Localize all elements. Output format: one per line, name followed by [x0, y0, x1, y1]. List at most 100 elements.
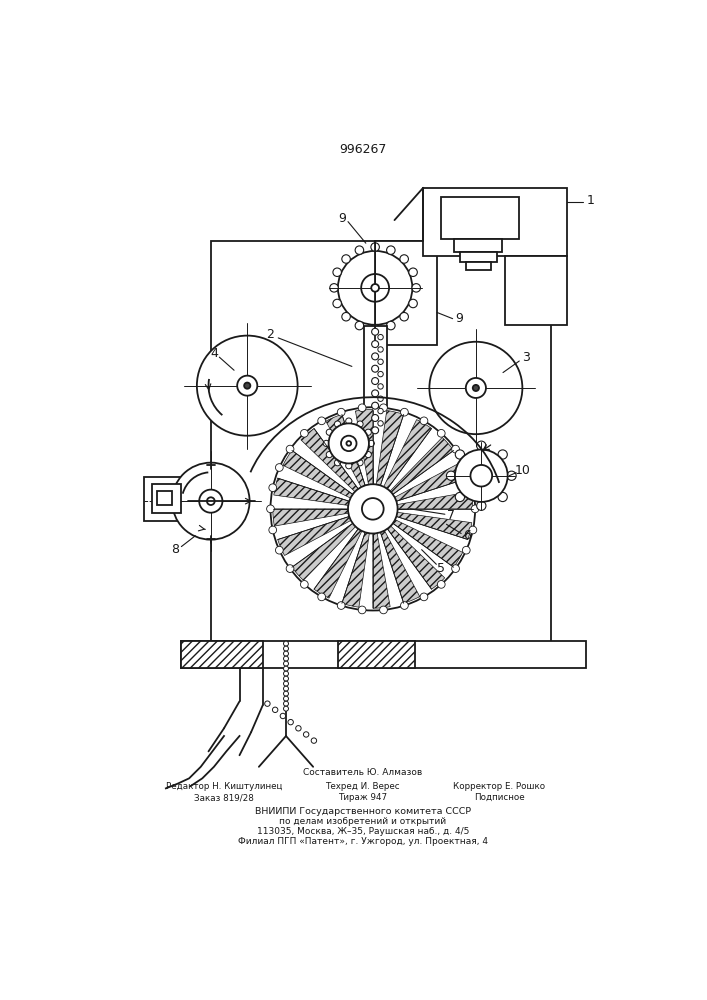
- Wedge shape: [301, 428, 373, 509]
- Circle shape: [337, 408, 345, 416]
- Circle shape: [372, 365, 379, 372]
- Circle shape: [323, 440, 329, 446]
- Text: 4: 4: [210, 347, 218, 360]
- Circle shape: [371, 284, 379, 292]
- Circle shape: [276, 464, 284, 471]
- Circle shape: [348, 484, 397, 533]
- Bar: [152, 484, 180, 513]
- Circle shape: [477, 441, 486, 450]
- Circle shape: [372, 378, 379, 384]
- Circle shape: [378, 396, 383, 401]
- Text: Техред И. Верес: Техред И. Верес: [325, 782, 400, 791]
- Circle shape: [317, 417, 325, 425]
- Circle shape: [272, 707, 278, 713]
- Bar: [441, 197, 518, 239]
- Circle shape: [346, 463, 352, 469]
- Circle shape: [269, 484, 276, 492]
- Text: 6: 6: [462, 529, 471, 542]
- Circle shape: [334, 421, 341, 427]
- Circle shape: [412, 284, 421, 292]
- Circle shape: [284, 706, 288, 711]
- Text: Корректор Е. Рошко: Корректор Е. Рошко: [453, 782, 545, 791]
- Text: 10: 10: [515, 464, 530, 477]
- Circle shape: [329, 423, 369, 463]
- Text: Тираж 947: Тираж 947: [338, 793, 387, 802]
- Circle shape: [409, 299, 417, 308]
- Circle shape: [284, 671, 288, 676]
- Text: 7: 7: [447, 509, 455, 522]
- Circle shape: [284, 686, 288, 691]
- Circle shape: [378, 408, 383, 414]
- Circle shape: [452, 565, 460, 572]
- Wedge shape: [314, 509, 373, 598]
- Text: 2: 2: [267, 328, 274, 341]
- Wedge shape: [283, 450, 373, 509]
- Circle shape: [284, 661, 288, 666]
- Circle shape: [284, 641, 288, 646]
- Circle shape: [346, 418, 352, 424]
- Circle shape: [420, 593, 428, 601]
- Wedge shape: [292, 509, 373, 580]
- Circle shape: [341, 436, 356, 451]
- Circle shape: [333, 299, 341, 308]
- Circle shape: [284, 646, 288, 651]
- Circle shape: [355, 246, 363, 254]
- Circle shape: [284, 701, 288, 706]
- Text: 113035, Москва, Ж–35, Раушская наб., д. 4/5: 113035, Москва, Ж–35, Раушская наб., д. …: [257, 827, 469, 836]
- Circle shape: [311, 738, 317, 743]
- Circle shape: [400, 255, 409, 263]
- Text: Заказ 819/28: Заказ 819/28: [194, 793, 254, 802]
- Circle shape: [244, 383, 250, 389]
- Text: 1: 1: [587, 194, 595, 207]
- Wedge shape: [373, 410, 404, 509]
- Circle shape: [286, 445, 294, 453]
- Circle shape: [401, 602, 408, 609]
- Circle shape: [372, 328, 379, 335]
- Circle shape: [337, 602, 345, 609]
- Circle shape: [477, 501, 486, 510]
- Circle shape: [372, 390, 379, 397]
- Bar: [182, 641, 263, 668]
- Circle shape: [498, 450, 508, 459]
- Text: по делам изобретений и открытий: по делам изобретений и открытий: [279, 817, 446, 826]
- Bar: [211, 241, 551, 644]
- Circle shape: [296, 726, 301, 731]
- Text: ВНИИПИ Государственного комитета СССР: ВНИИПИ Государственного комитета СССР: [255, 807, 471, 816]
- Circle shape: [372, 353, 379, 360]
- Circle shape: [387, 246, 395, 254]
- Wedge shape: [373, 492, 473, 509]
- Text: 9: 9: [455, 312, 463, 325]
- Circle shape: [284, 691, 288, 696]
- Circle shape: [455, 492, 464, 502]
- Wedge shape: [278, 509, 373, 555]
- Circle shape: [368, 440, 374, 446]
- Circle shape: [361, 274, 389, 302]
- Circle shape: [470, 465, 492, 487]
- Bar: [338, 641, 416, 668]
- Circle shape: [371, 324, 380, 333]
- Circle shape: [387, 321, 395, 330]
- Circle shape: [429, 342, 522, 434]
- Wedge shape: [373, 437, 454, 509]
- Text: Редактор Н. Киштулинец: Редактор Н. Киштулинец: [166, 782, 282, 791]
- Bar: [505, 256, 566, 325]
- Circle shape: [365, 451, 371, 458]
- Circle shape: [372, 341, 379, 348]
- Circle shape: [172, 463, 250, 540]
- Circle shape: [280, 713, 286, 719]
- Circle shape: [455, 450, 508, 502]
- Circle shape: [365, 429, 371, 435]
- Circle shape: [264, 701, 270, 706]
- Bar: [144, 477, 188, 521]
- Text: Филиал ПГП «Патент», г. Ужгород, ул. Проектная, 4: Филиал ПГП «Патент», г. Ужгород, ул. Про…: [238, 837, 488, 846]
- Circle shape: [409, 268, 417, 276]
- Circle shape: [380, 404, 387, 412]
- Circle shape: [303, 732, 309, 737]
- Circle shape: [378, 371, 383, 377]
- Text: 3: 3: [522, 351, 530, 364]
- Circle shape: [420, 417, 428, 425]
- Circle shape: [462, 464, 470, 471]
- Bar: [466, 262, 491, 270]
- Text: 5: 5: [437, 562, 445, 575]
- Circle shape: [276, 546, 284, 554]
